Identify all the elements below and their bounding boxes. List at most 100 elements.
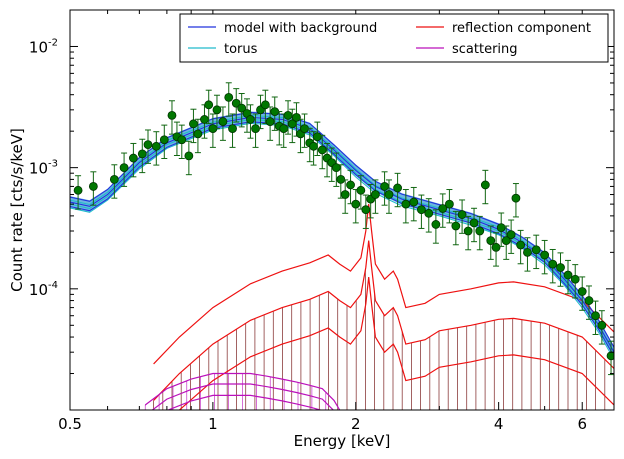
y-tick-label: 10 — [29, 160, 48, 178]
reflection-component-line — [153, 240, 614, 401]
data-point — [283, 110, 293, 120]
data-point — [531, 245, 541, 255]
data-point — [491, 242, 501, 252]
y-tick-label: 10 — [29, 281, 48, 299]
data-point — [218, 117, 228, 126]
data-point — [417, 205, 426, 215]
data-point — [189, 119, 198, 129]
data-point — [409, 197, 419, 207]
data-point — [540, 250, 550, 260]
y-tick-exponent: -3 — [48, 159, 58, 170]
data-point — [317, 145, 327, 155]
data-point — [265, 117, 275, 126]
hatch-fill-layer — [144, 269, 614, 410]
data-point — [246, 115, 255, 124]
axis-ticks — [69, 9, 615, 410]
data-point — [469, 218, 479, 228]
x-axis-label: Energy [keV] — [294, 432, 391, 450]
y-tick-labels: 10-410-310-2 — [29, 37, 58, 298]
data-point — [109, 174, 119, 184]
y-tick-label: 10 — [29, 38, 48, 56]
legend-label-reflection: reflection component — [452, 21, 591, 36]
legend-label-torus: torus — [224, 42, 258, 57]
data-point — [312, 132, 322, 142]
data-point — [292, 112, 301, 122]
data-point — [159, 135, 169, 145]
data-point — [506, 230, 516, 240]
data-point — [151, 141, 161, 151]
data-point — [212, 105, 222, 115]
data-point — [204, 100, 214, 110]
data-point — [431, 220, 441, 229]
data-point — [584, 296, 594, 305]
data-point — [351, 199, 361, 209]
y-axis-label: Count rate [cts/s/keV] — [8, 128, 26, 292]
data-point — [119, 163, 129, 173]
data-point — [451, 221, 461, 231]
plot-frame — [69, 9, 615, 411]
data-point — [73, 185, 83, 195]
data-point — [577, 287, 587, 296]
data-point — [384, 190, 394, 199]
data-point — [516, 240, 526, 250]
scattering-line — [166, 394, 323, 410]
data-point — [184, 151, 194, 161]
data-point — [143, 140, 153, 149]
data-point — [177, 135, 187, 145]
x-tick-label: 4 — [494, 415, 504, 433]
data-point — [237, 103, 247, 113]
data-point — [393, 183, 402, 193]
torus-line — [70, 122, 614, 360]
data-point — [475, 226, 485, 236]
data-point — [380, 182, 389, 191]
data-point — [480, 180, 490, 190]
legend-label-scattering: scattering — [452, 42, 518, 57]
data-points-layer — [73, 82, 614, 376]
data-point — [570, 274, 580, 284]
data-point — [128, 153, 138, 163]
data-point — [463, 226, 473, 236]
y-tick-exponent: -2 — [48, 37, 58, 48]
data-point — [501, 236, 511, 246]
data-point — [371, 190, 380, 199]
data-point — [260, 100, 270, 110]
data-point — [200, 115, 209, 124]
model-line — [70, 116, 614, 353]
x-tick-label: 1 — [208, 415, 218, 433]
data-point — [356, 185, 366, 195]
data-point — [361, 205, 371, 215]
data-point — [511, 193, 521, 203]
data-point — [597, 320, 607, 330]
data-point — [224, 92, 234, 102]
torus-line — [70, 118, 614, 357]
data-point — [563, 270, 573, 280]
data-point — [424, 208, 434, 218]
x-tick-labels: 0.5 1 2 4 6 — [58, 415, 587, 433]
data-point — [457, 210, 467, 219]
scattering-line — [151, 383, 335, 410]
data-point — [401, 199, 411, 209]
x-tick-label: 6 — [577, 415, 587, 433]
legend-box — [179, 13, 609, 63]
data-point — [438, 204, 448, 213]
data-point — [336, 174, 346, 184]
y-tick-exponent: -4 — [48, 280, 58, 291]
model-line — [70, 111, 614, 348]
data-point — [340, 190, 350, 199]
data-point — [231, 98, 241, 108]
model-line — [70, 121, 614, 357]
data-point — [228, 124, 237, 134]
data-point — [346, 180, 355, 190]
data-point — [137, 149, 147, 159]
x-tick-label: 0.5 — [58, 415, 82, 433]
x-tick-label: 2 — [351, 415, 361, 433]
data-point — [591, 311, 600, 321]
data-point — [309, 141, 318, 151]
reflection-component-line — [153, 204, 614, 365]
data-point — [193, 129, 203, 139]
data-point — [556, 263, 565, 272]
data-point — [548, 259, 558, 269]
data-point — [88, 182, 98, 191]
data-point — [279, 124, 289, 134]
